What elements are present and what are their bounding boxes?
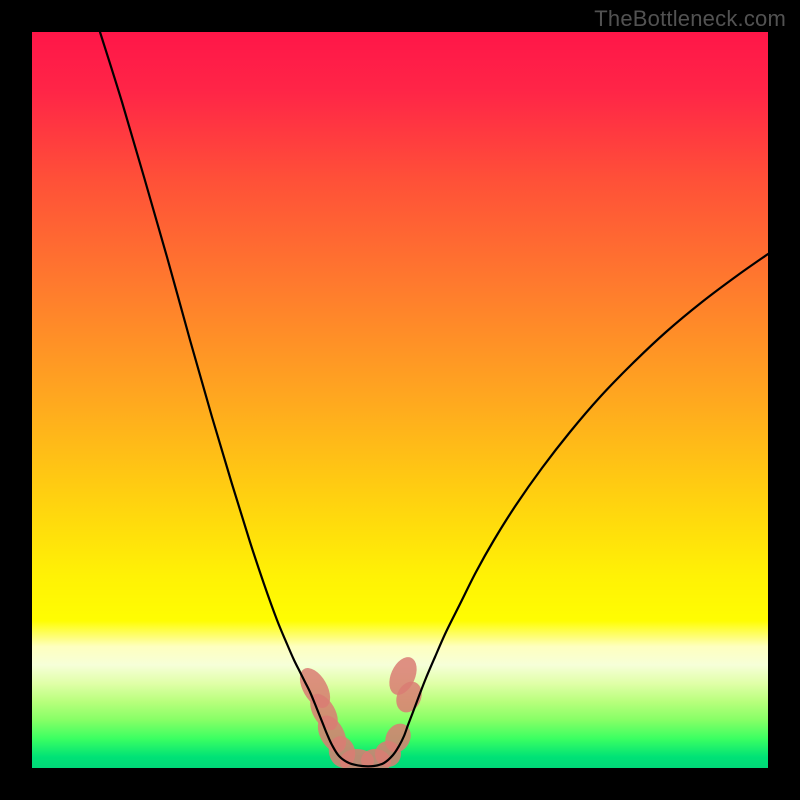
chart-svg xyxy=(32,32,768,768)
watermark-text: TheBottleneck.com xyxy=(594,6,786,32)
chart-plot-area xyxy=(32,32,768,768)
gradient-background xyxy=(32,32,768,768)
